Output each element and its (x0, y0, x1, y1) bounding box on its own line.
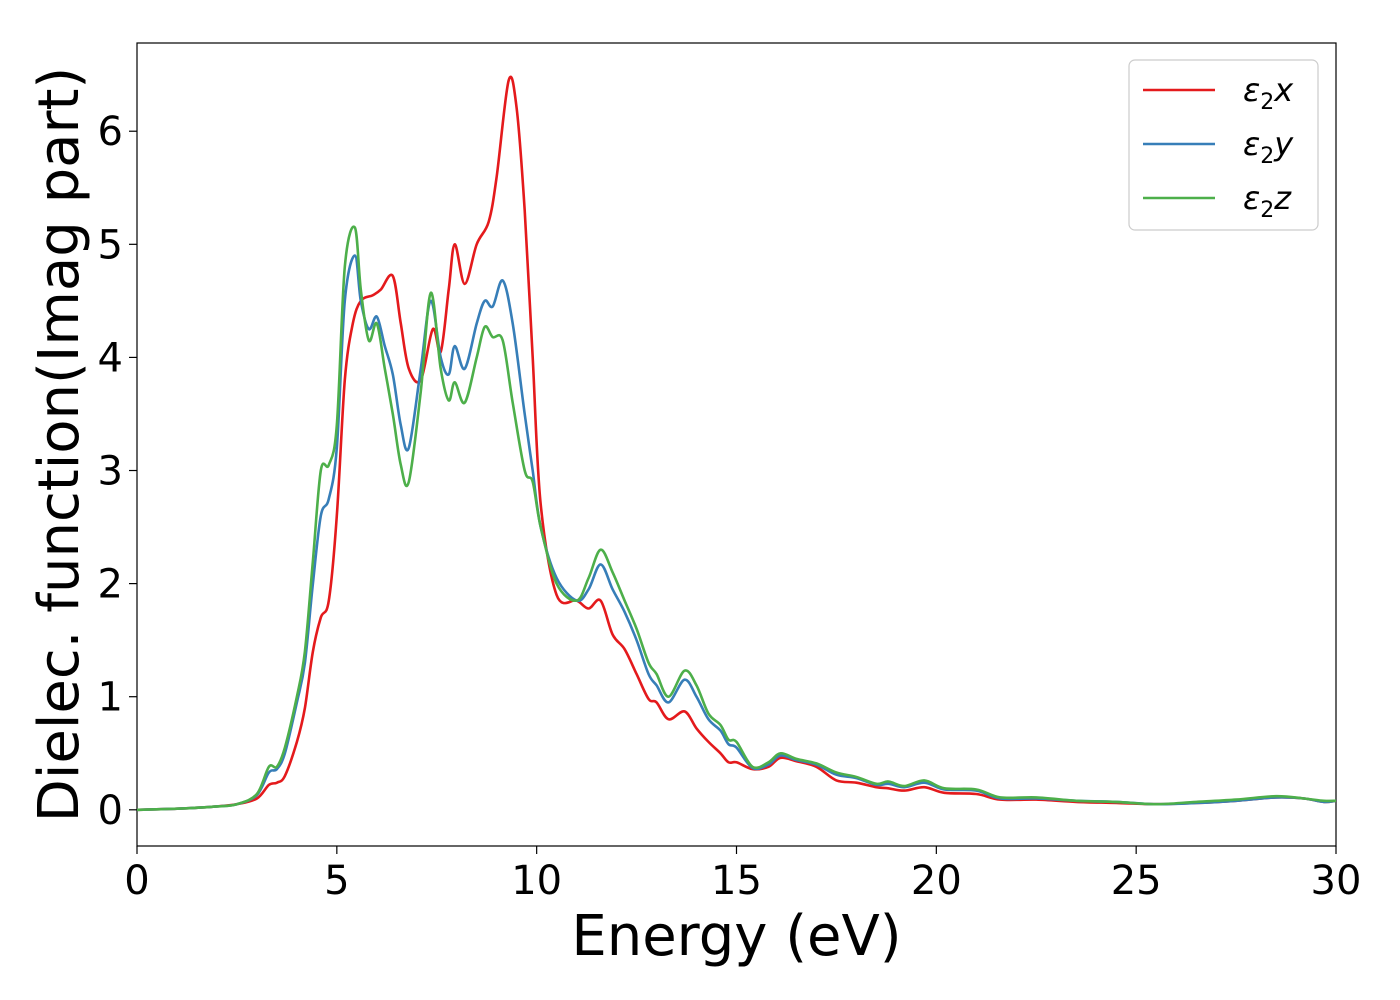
legend-label: ε2z (1243, 179, 1292, 223)
x-axis-label: Energy (eV) (571, 904, 901, 969)
y-axis-label: Dielec. function(Imag part) (27, 67, 92, 823)
y-tick-label: 6 (98, 109, 123, 155)
series-line-3 (137, 225, 1336, 812)
legend-item-2: ε2y (1143, 125, 1294, 169)
x-tick-label: 0 (124, 858, 149, 904)
legend-item-1: ε2x (1143, 71, 1294, 115)
y-tick-label: 1 (98, 675, 123, 721)
y-tick-label: 3 (98, 449, 123, 495)
y-tick-label: 5 (98, 222, 123, 268)
x-tick-label: 10 (511, 858, 562, 904)
series-layer (137, 75, 1336, 812)
legend-label: ε2x (1243, 71, 1294, 115)
y-tick-label: 0 (98, 788, 123, 834)
x-tick-label: 30 (1311, 858, 1362, 904)
x-axis: 0 5 10 15 20 25 30 (124, 846, 1361, 904)
y-axis: 0 1 2 3 4 5 6 (98, 109, 137, 834)
legend: ε2x ε2y ε2z (1128, 59, 1319, 231)
legend-frame (1128, 59, 1319, 231)
x-tick-label: 15 (711, 858, 762, 904)
y-tick-label: 2 (98, 562, 123, 608)
series-line-2 (137, 254, 1336, 812)
series-line-1 (137, 75, 1336, 812)
x-tick-label: 25 (1111, 858, 1162, 904)
y-tick-label: 4 (98, 335, 123, 381)
legend-item-3: ε2z (1143, 179, 1292, 223)
x-tick-label: 5 (324, 858, 349, 904)
legend-label: ε2y (1243, 125, 1294, 169)
x-tick-label: 20 (911, 858, 962, 904)
